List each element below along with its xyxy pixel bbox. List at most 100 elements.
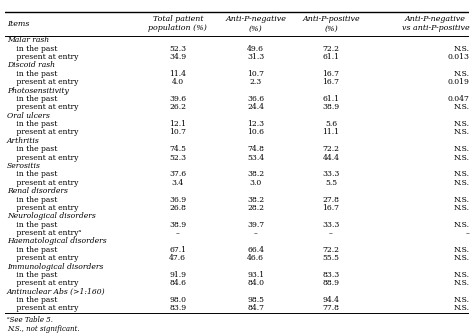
Text: 38.9: 38.9	[169, 221, 186, 229]
Text: –: –	[465, 229, 469, 237]
Text: 16.7: 16.7	[323, 78, 339, 86]
Text: ᵃSee Table 5.: ᵃSee Table 5.	[7, 316, 53, 324]
Text: 55.5: 55.5	[323, 254, 339, 262]
Text: 72.2: 72.2	[323, 246, 339, 254]
Text: Renal disorders: Renal disorders	[7, 187, 68, 195]
Text: 3.0: 3.0	[249, 179, 262, 187]
Text: 74.5: 74.5	[169, 145, 186, 153]
Text: 38.9: 38.9	[322, 103, 340, 111]
Text: present at entry: present at entry	[7, 129, 78, 137]
Text: Anti-P-negative
(%): Anti-P-negative (%)	[225, 15, 286, 32]
Text: 11.1: 11.1	[323, 129, 339, 137]
Text: 38.2: 38.2	[247, 195, 264, 203]
Text: N.S., not significant.: N.S., not significant.	[7, 325, 80, 333]
Text: N.S.: N.S.	[453, 179, 469, 187]
Text: Anti-P-negative
vs anti-P-positive: Anti-P-negative vs anti-P-positive	[401, 15, 469, 32]
Text: N.S.: N.S.	[453, 271, 469, 279]
Text: 16.7: 16.7	[323, 204, 339, 212]
Text: 77.8: 77.8	[323, 305, 339, 313]
Text: Immunological disorders: Immunological disorders	[7, 263, 103, 271]
Text: 28.2: 28.2	[247, 204, 264, 212]
Text: Total patient
population (%): Total patient population (%)	[148, 15, 207, 32]
Text: 10.6: 10.6	[247, 129, 264, 137]
Text: in the past: in the past	[7, 70, 57, 78]
Text: 27.8: 27.8	[323, 195, 339, 203]
Text: Serositis: Serositis	[7, 162, 41, 170]
Text: Anti-P-positive
(%): Anti-P-positive (%)	[302, 15, 360, 32]
Text: present at entry: present at entry	[7, 103, 78, 111]
Text: 0.019: 0.019	[447, 78, 469, 86]
Text: 61.1: 61.1	[323, 53, 339, 61]
Text: present at entry: present at entry	[7, 78, 78, 86]
Text: 31.3: 31.3	[247, 53, 264, 61]
Text: N.S.: N.S.	[453, 145, 469, 153]
Text: 49.6: 49.6	[247, 45, 264, 53]
Text: 0.013: 0.013	[447, 53, 469, 61]
Text: present at entry: present at entry	[7, 204, 78, 212]
Text: N.S.: N.S.	[453, 204, 469, 212]
Text: N.S.: N.S.	[453, 195, 469, 203]
Text: 52.3: 52.3	[169, 154, 186, 162]
Text: present at entryᵃ: present at entryᵃ	[7, 229, 82, 237]
Text: 12.1: 12.1	[169, 120, 186, 128]
Text: –: –	[329, 229, 333, 237]
Text: in the past: in the past	[7, 45, 57, 53]
Text: Arthritis: Arthritis	[7, 137, 40, 145]
Text: 84.0: 84.0	[247, 279, 264, 287]
Text: N.S.: N.S.	[453, 305, 469, 313]
Text: in the past: in the past	[7, 170, 57, 178]
Text: N.S.: N.S.	[453, 120, 469, 128]
Text: present at entry: present at entry	[7, 53, 78, 61]
Text: 61.1: 61.1	[323, 95, 339, 103]
Text: in the past: in the past	[7, 296, 57, 304]
Text: 36.6: 36.6	[247, 95, 264, 103]
Text: 39.7: 39.7	[247, 221, 264, 229]
Text: present at entry: present at entry	[7, 179, 78, 187]
Text: 98.5: 98.5	[247, 296, 264, 304]
Text: 10.7: 10.7	[169, 129, 186, 137]
Text: in the past: in the past	[7, 95, 57, 103]
Text: Photosensitivity: Photosensitivity	[7, 87, 69, 95]
Text: Antinuclear Abs (>1:160): Antinuclear Abs (>1:160)	[7, 288, 106, 296]
Text: 5.5: 5.5	[325, 179, 337, 187]
Text: 88.9: 88.9	[323, 279, 339, 287]
Text: 94.4: 94.4	[323, 296, 339, 304]
Text: 12.3: 12.3	[247, 120, 264, 128]
Text: in the past: in the past	[7, 195, 57, 203]
Text: –: –	[176, 229, 180, 237]
Text: present at entry: present at entry	[7, 279, 78, 287]
Text: 52.3: 52.3	[169, 45, 186, 53]
Text: 98.0: 98.0	[169, 296, 186, 304]
Text: 83.3: 83.3	[322, 271, 340, 279]
Text: 84.7: 84.7	[247, 305, 264, 313]
Text: 16.7: 16.7	[323, 70, 339, 78]
Text: in the past: in the past	[7, 221, 57, 229]
Text: in the past: in the past	[7, 246, 57, 254]
Text: 26.8: 26.8	[169, 204, 186, 212]
Text: in the past: in the past	[7, 271, 57, 279]
Text: 91.9: 91.9	[169, 271, 186, 279]
Text: 11.4: 11.4	[169, 70, 186, 78]
Text: 3.4: 3.4	[172, 179, 184, 187]
Text: 4.0: 4.0	[172, 78, 184, 86]
Text: Oral ulcers: Oral ulcers	[7, 112, 50, 120]
Text: N.S.: N.S.	[453, 279, 469, 287]
Text: 5.6: 5.6	[325, 120, 337, 128]
Text: N.S.: N.S.	[453, 45, 469, 53]
Text: 39.6: 39.6	[169, 95, 186, 103]
Text: 53.4: 53.4	[247, 154, 264, 162]
Text: 37.6: 37.6	[169, 170, 186, 178]
Text: Items: Items	[7, 20, 29, 28]
Text: 72.2: 72.2	[323, 45, 339, 53]
Text: N.S.: N.S.	[453, 170, 469, 178]
Text: 44.4: 44.4	[323, 154, 339, 162]
Text: present at entry: present at entry	[7, 254, 78, 262]
Text: in the past: in the past	[7, 120, 57, 128]
Text: 93.1: 93.1	[247, 271, 264, 279]
Text: 26.2: 26.2	[169, 103, 186, 111]
Text: 83.9: 83.9	[169, 305, 186, 313]
Text: N.S.: N.S.	[453, 221, 469, 229]
Text: Neurological disorders: Neurological disorders	[7, 212, 96, 220]
Text: –: –	[254, 229, 257, 237]
Text: Malar rash: Malar rash	[7, 36, 49, 44]
